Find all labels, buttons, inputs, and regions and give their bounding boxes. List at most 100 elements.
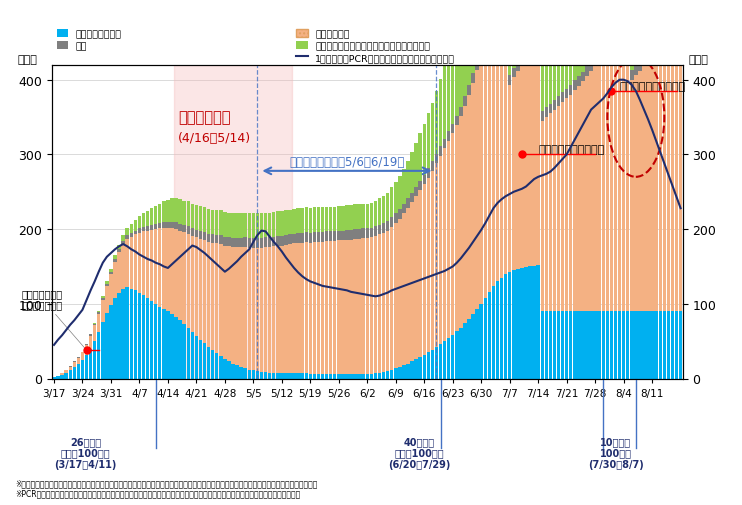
- Bar: [589, 0, 593, 62]
- Bar: [500, 278, 503, 379]
- Bar: [414, 144, 418, 187]
- Bar: [227, 247, 231, 362]
- Bar: [174, 66, 292, 379]
- Bar: [296, 209, 300, 233]
- Bar: [569, 86, 573, 95]
- Bar: [146, 231, 149, 298]
- Bar: [264, 372, 267, 379]
- Bar: [548, 114, 552, 312]
- Bar: [207, 347, 210, 379]
- Bar: [292, 244, 296, 374]
- Text: ※「退院・退所等」には、入院中の陰性化確認により新型コロナウイルス感染症の治療終了、自宅療養中の陰性化確認により療養終了等を含む。
※PCR検査件数については、: ※「退院・退所等」には、入院中の陰性化確認により新型コロナウイルス感染症の治療終…: [15, 478, 318, 497]
- Bar: [443, 139, 447, 149]
- Bar: [508, 76, 511, 86]
- Bar: [174, 317, 178, 379]
- Bar: [476, 0, 479, 61]
- Bar: [674, 312, 678, 379]
- Bar: [430, 162, 434, 172]
- Bar: [545, 108, 548, 118]
- Bar: [203, 344, 206, 379]
- Bar: [402, 205, 406, 214]
- Bar: [671, 26, 674, 36]
- Bar: [467, 95, 470, 319]
- Bar: [130, 289, 133, 379]
- Bar: [447, 338, 450, 379]
- Bar: [536, 35, 540, 45]
- Bar: [533, 50, 536, 266]
- Bar: [427, 178, 430, 352]
- Bar: [317, 242, 321, 374]
- Bar: [487, 30, 491, 292]
- Bar: [309, 374, 312, 379]
- Bar: [410, 362, 414, 379]
- Bar: [341, 207, 344, 231]
- Bar: [304, 374, 308, 379]
- Bar: [321, 233, 324, 242]
- Bar: [268, 247, 272, 373]
- Bar: [191, 332, 194, 379]
- Bar: [585, 0, 588, 67]
- Text: 緊急事態宣言: 緊急事態宣言: [178, 110, 231, 125]
- Bar: [585, 67, 588, 77]
- Bar: [569, 312, 573, 379]
- Bar: [516, 72, 519, 269]
- Bar: [638, 62, 642, 72]
- Bar: [97, 313, 100, 314]
- Bar: [577, 312, 580, 379]
- Text: 40日間で
陽性者100人増
(6/20～7/29): 40日間で 陽性者100人増 (6/20～7/29): [388, 436, 450, 469]
- Bar: [378, 373, 381, 379]
- Bar: [679, 312, 683, 379]
- Bar: [528, 45, 532, 55]
- Bar: [162, 229, 165, 310]
- Bar: [374, 201, 377, 227]
- Bar: [614, 312, 617, 379]
- Bar: [407, 364, 410, 379]
- Bar: [398, 219, 401, 367]
- Bar: [553, 111, 556, 312]
- Bar: [207, 234, 210, 242]
- Bar: [594, 0, 597, 57]
- Bar: [430, 104, 434, 162]
- Bar: [341, 231, 344, 241]
- Bar: [366, 205, 369, 229]
- Bar: [484, 298, 487, 379]
- Bar: [207, 210, 210, 234]
- Bar: [211, 235, 214, 243]
- Bar: [402, 214, 406, 365]
- Bar: [296, 233, 300, 243]
- Bar: [577, 0, 580, 77]
- Legend: 療養中（入院等）, 死亡: 療養中（入院等）, 死亡: [56, 30, 122, 51]
- Bar: [232, 214, 234, 238]
- Bar: [496, 282, 499, 379]
- Bar: [626, 312, 629, 379]
- Bar: [114, 260, 116, 263]
- Bar: [114, 263, 116, 298]
- Bar: [659, 312, 662, 379]
- Bar: [138, 293, 141, 379]
- Bar: [288, 235, 292, 244]
- Bar: [264, 238, 267, 247]
- Bar: [158, 229, 162, 307]
- Bar: [183, 324, 186, 379]
- Bar: [520, 56, 524, 66]
- Bar: [317, 208, 321, 233]
- Bar: [105, 286, 108, 313]
- Bar: [232, 247, 234, 364]
- Bar: [211, 243, 214, 350]
- Bar: [134, 231, 137, 235]
- Bar: [594, 312, 597, 379]
- Bar: [317, 374, 321, 379]
- Bar: [500, 0, 503, 278]
- Bar: [382, 197, 385, 224]
- Bar: [358, 374, 361, 379]
- Bar: [410, 193, 414, 203]
- Bar: [528, 267, 532, 379]
- Bar: [630, 81, 634, 312]
- Bar: [407, 209, 410, 364]
- Bar: [414, 197, 418, 360]
- Bar: [170, 223, 174, 229]
- Bar: [162, 310, 165, 379]
- Bar: [654, 44, 658, 54]
- Text: (4/16～5/14): (4/16～5/14): [178, 132, 252, 145]
- Bar: [203, 208, 206, 233]
